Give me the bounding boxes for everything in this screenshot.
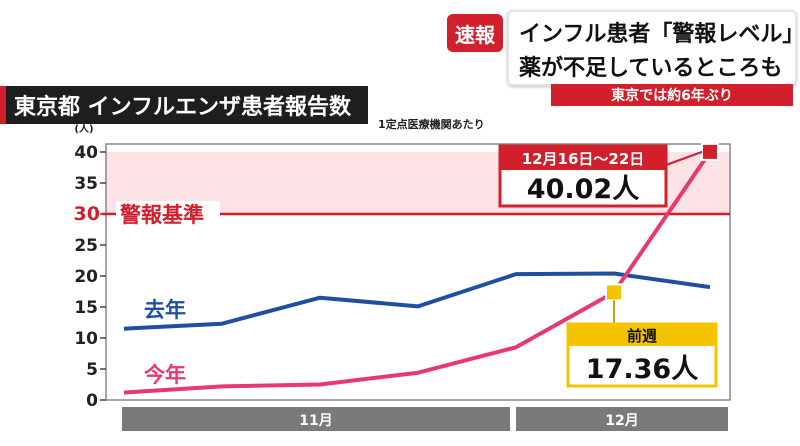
series-label-this-year: 今年 xyxy=(144,363,186,387)
x-group-bar xyxy=(516,407,728,431)
y-tick-label: 30 xyxy=(74,203,100,225)
headline-line-1: インフル患者「警報レベル」 xyxy=(519,22,800,47)
y-tick-label: 25 xyxy=(74,236,98,256)
y-tick-label: 15 xyxy=(74,298,98,318)
news-caption: 速報 インフル患者「警報レベル」 薬が不足しているところも 東京では約6年ぶり xyxy=(447,10,800,106)
previous-week-label: 前週 xyxy=(627,327,657,345)
threshold-label: 警報基準 xyxy=(119,203,204,227)
x-group-bar xyxy=(122,407,510,431)
previous-callout-header xyxy=(568,324,716,346)
headline-line-2: 薬が不足しているところも xyxy=(519,56,783,81)
x-group-label: 11月 xyxy=(299,413,332,429)
latest-week-label: 12月16日～22日 xyxy=(522,150,645,168)
series-label-last-year: 去年 xyxy=(144,298,186,322)
latest-callout-header xyxy=(500,146,666,170)
plot-frame xyxy=(105,143,731,401)
headline-box: インフル患者「警報レベル」 薬が不足しているところも xyxy=(507,10,800,86)
y-axis-unit: (人) xyxy=(74,122,93,135)
latest-week-value: 40.02人 xyxy=(527,174,639,205)
latest-callout-pointer xyxy=(665,150,703,166)
chart-title-bar: 東京都 インフルエンザ患者報告数 xyxy=(0,86,368,124)
y-tick-label: 0 xyxy=(86,391,98,411)
chart-title: 東京都 インフルエンザ患者報告数 xyxy=(14,95,352,120)
y-tick-label: 40 xyxy=(74,143,98,163)
threshold-label-bg xyxy=(116,201,220,227)
y-tick-label: 35 xyxy=(74,174,98,194)
latest-week-marker xyxy=(701,142,719,161)
previous-week-value: 17.36人 xyxy=(586,354,698,385)
headline-subtitle: 東京では約6年ぶり xyxy=(551,84,793,106)
breaking-news-badge: 速報 xyxy=(447,14,503,52)
y-tick-label: 5 xyxy=(86,360,98,380)
previous-week-marker xyxy=(605,283,623,302)
y-tick-label: 20 xyxy=(74,267,98,287)
series-line-last-year xyxy=(123,271,711,331)
y-tick-label: 10 xyxy=(74,329,98,349)
chart-note: 1定点医療機関あたり xyxy=(378,118,485,131)
x-group-label: 12月 xyxy=(605,413,638,429)
